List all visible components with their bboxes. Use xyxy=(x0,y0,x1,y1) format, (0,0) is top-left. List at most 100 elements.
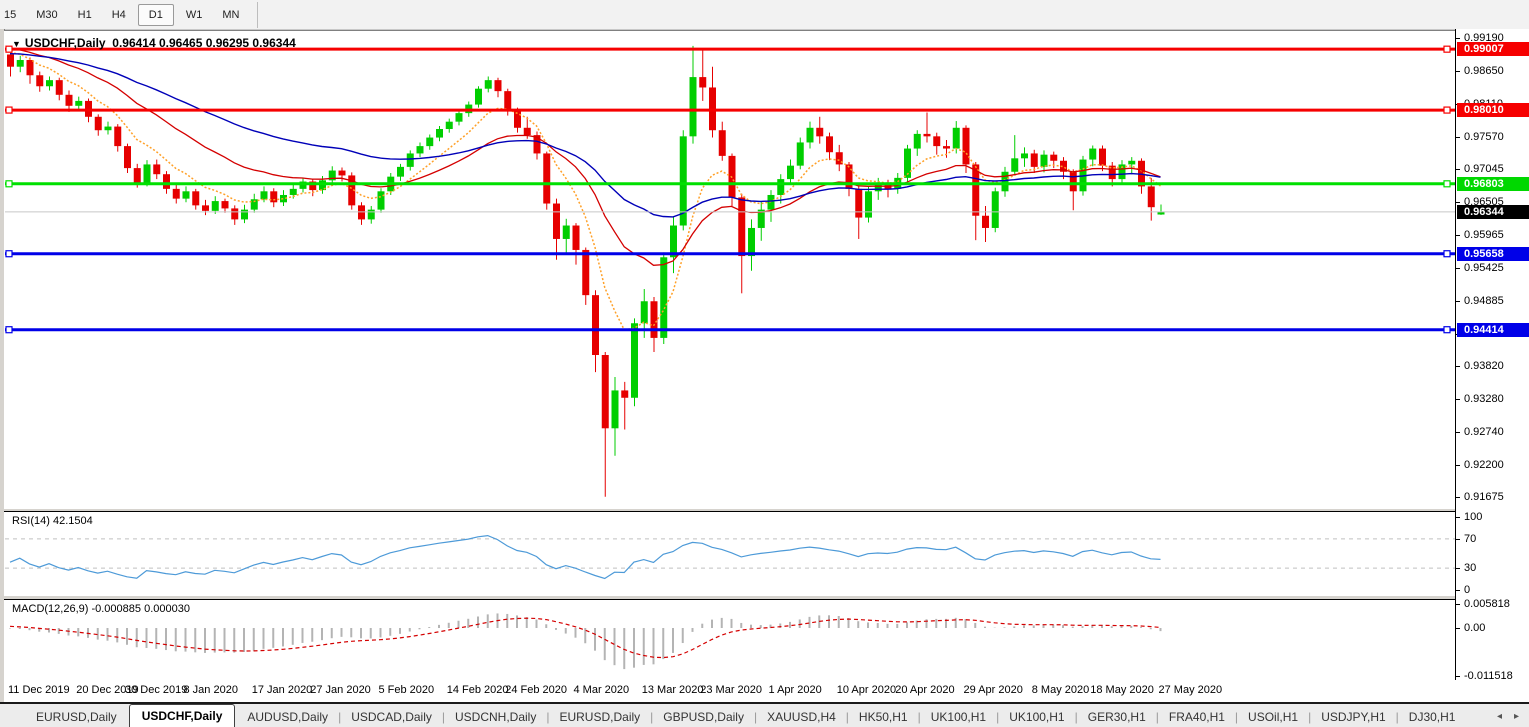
tab-separator: | xyxy=(650,709,654,724)
pane-separator[interactable] xyxy=(0,596,1529,599)
rsi-tick-tick-mark xyxy=(1456,539,1460,540)
timeframe-button-d1[interactable]: D1 xyxy=(137,3,174,26)
date-label: 24 Feb 2020 xyxy=(505,684,568,696)
date-axis[interactable]: 11 Dec 2019 20 Dec 2019 30 Dec 2019 8 Jan 2… xyxy=(4,680,1455,702)
timeframe-button-m30[interactable]: M30 xyxy=(36,8,58,21)
date-label: 13 Mar 2020 xyxy=(641,684,704,696)
tab-separator: | xyxy=(917,709,921,724)
price-tick-tick-mark xyxy=(1456,399,1460,400)
date-label: 14 Feb 2020 xyxy=(446,684,509,696)
date-label: 20 Apr 2020 xyxy=(895,684,955,696)
timeframe-toolbar: 15 M30 H1 H4 D1 W1 MN xyxy=(0,0,1529,30)
price-tick-tick-mark xyxy=(1456,432,1460,433)
tab-xauusd-h4[interactable]: XAUUSD,H4 xyxy=(767,710,836,724)
tab-usdcad-daily[interactable]: USDCAD,Daily xyxy=(351,710,432,724)
macd-tick: 0.005818 xyxy=(1464,598,1510,610)
timeframe-button-15[interactable]: 15 xyxy=(4,8,17,21)
tab-scroll-left-arrow[interactable]: ◂ xyxy=(1496,711,1502,722)
timeframe-button-h1[interactable]: H1 xyxy=(77,8,92,21)
rsi-tick: 100 xyxy=(1464,511,1483,523)
tab-separator: | xyxy=(338,709,342,724)
date-label: 27 Jan 2020 xyxy=(310,684,371,696)
price-axis[interactable]: 0.991900.986500.981100.975700.970450.965… xyxy=(1455,29,1529,682)
price-tick-tick-mark xyxy=(1456,202,1460,203)
tab-separator: | xyxy=(1308,709,1312,724)
tab-audusd-daily[interactable]: AUDUSD,Daily xyxy=(247,710,329,724)
date-label: 4 Mar 2020 xyxy=(573,684,630,696)
tab-separator: | xyxy=(1074,709,1078,724)
pane-separator[interactable] xyxy=(0,509,1529,511)
tab-usdcnh-daily[interactable]: USDCNH,Daily xyxy=(455,710,537,724)
date-label: 8 May 2020 xyxy=(1031,684,1090,696)
price-badge-0.96344: 0.96344 xyxy=(1457,205,1529,219)
timeframe-button-h4[interactable]: H4 xyxy=(111,8,126,21)
macd-tick-tick-mark xyxy=(1456,628,1460,629)
rsi-canvas[interactable] xyxy=(0,511,1455,595)
macd-signal-line xyxy=(9,617,1161,659)
macd-histogram xyxy=(9,613,1162,670)
date-label: 27 May 2020 xyxy=(1158,684,1223,696)
chart-title: ▼ USDCHF,Daily 0.96414 0.96465 0.96295 0.… xyxy=(12,36,296,50)
rsi-tick: 30 xyxy=(1464,562,1477,574)
tab-fra40-h1[interactable]: FRA40,H1 xyxy=(1168,710,1225,724)
timeframe-button-w1[interactable]: W1 xyxy=(185,8,203,21)
macd-pane[interactable] xyxy=(4,599,1455,681)
date-label: 17 Jan 2020 xyxy=(251,684,313,696)
chart-ohlc-values: 0.96414 0.96465 0.96295 0.96344 xyxy=(112,36,296,50)
macd-tick: 0.00 xyxy=(1464,622,1486,634)
rsi-label: RSI(14) 42.1504 xyxy=(12,515,93,527)
date-label: 18 May 2020 xyxy=(1090,684,1154,696)
candles-layer xyxy=(7,45,1165,497)
rsi-tick: 70 xyxy=(1464,533,1477,545)
price-tick: 0.98650 xyxy=(1464,65,1504,77)
tab-separator: | xyxy=(845,709,849,724)
price-tick: 0.97045 xyxy=(1464,163,1504,175)
rsi-pane[interactable] xyxy=(4,511,1455,597)
price-tick: 0.94885 xyxy=(1464,295,1504,307)
price-tick-tick-mark xyxy=(1456,169,1460,170)
date-label: 29 Apr 2020 xyxy=(963,684,1023,696)
timeframe-button-mn[interactable]: MN xyxy=(222,8,240,21)
main-chart-canvas[interactable] xyxy=(0,30,1455,508)
price-badge-0.95658: 0.95658 xyxy=(1457,247,1529,261)
macd-label: MACD(12,26,9) -0.000885 0.000030 xyxy=(12,603,190,615)
tab-scroll-arrows: ◂ ▸ xyxy=(1497,711,1519,722)
price-tick-tick-mark xyxy=(1456,465,1460,466)
price-tick: 0.99190 xyxy=(1464,32,1504,44)
date-label: 5 Feb 2020 xyxy=(378,684,435,696)
tab-separator: | xyxy=(1155,709,1159,724)
macd-canvas[interactable] xyxy=(0,599,1455,679)
tab-gbpusd-daily[interactable]: GBPUSD,Daily xyxy=(663,710,744,724)
tab-usdchf-daily[interactable]: USDCHF,Daily xyxy=(128,704,236,727)
tab-separator: | xyxy=(996,709,1000,724)
tab-uk100-h1[interactable]: UK100,H1 xyxy=(930,710,987,724)
tab-usdjpy-h1[interactable]: USDJPY,H1 xyxy=(1321,710,1386,724)
date-label: 30 Dec 2019 xyxy=(125,684,188,696)
date-label: 20 Dec 2019 xyxy=(76,684,139,696)
tab-scroll-right-arrow[interactable]: ▸ xyxy=(1513,711,1519,722)
price-tick-tick-mark xyxy=(1456,71,1460,72)
macd-tick-tick-mark xyxy=(1456,604,1460,605)
tab-usoil-h1[interactable]: USOil,H1 xyxy=(1248,710,1299,724)
tab-separator: | xyxy=(441,709,445,724)
rsi-tick: 0 xyxy=(1464,584,1471,596)
price-tick-tick-mark xyxy=(1456,137,1460,138)
tab-separator: | xyxy=(1395,709,1399,724)
chart-tab-bar: EURUSD,Daily USDCHF,Daily AUDUSD,Daily | USD… xyxy=(0,702,1529,727)
tab-ger30-h1[interactable]: GER30,H1 xyxy=(1087,710,1146,724)
tab-eurusd-daily[interactable]: EURUSD,Daily xyxy=(36,710,117,724)
price-tick-tick-mark xyxy=(1456,301,1460,302)
tab-dj30-h1[interactable]: DJ30,H1 xyxy=(1408,710,1456,724)
rsi-tick-tick-mark xyxy=(1456,517,1460,518)
price-tick-tick-mark xyxy=(1456,235,1460,236)
tab-uk100-h1[interactable]: UK100,H1 xyxy=(1009,710,1065,724)
price-tick-tick-mark xyxy=(1456,366,1460,367)
tab-hk50-h1[interactable]: HK50,H1 xyxy=(858,710,908,724)
tab-separator: | xyxy=(1234,709,1239,724)
date-label: 10 Apr 2020 xyxy=(836,684,897,696)
date-label: 8 Jan 2020 xyxy=(183,684,238,696)
price-badge-0.94414: 0.94414 xyxy=(1457,323,1529,337)
tab-eurusd-daily[interactable]: EURUSD,Daily xyxy=(559,710,641,724)
rsi-line xyxy=(9,534,1161,580)
